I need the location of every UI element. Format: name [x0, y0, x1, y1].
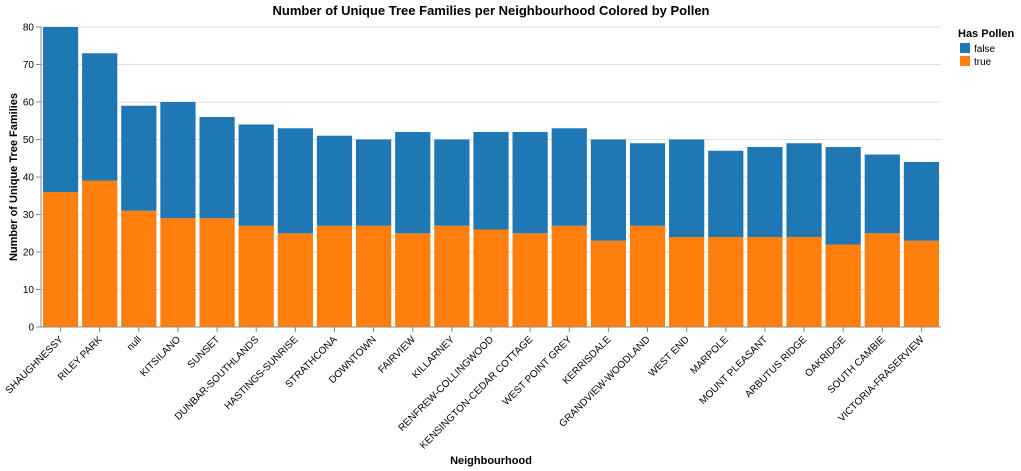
bar-false: [42, 27, 79, 192]
bar-true: [590, 240, 626, 327]
x-tick-label: WEST END: [647, 334, 692, 379]
bar-false: [434, 139, 470, 226]
bar-true: [277, 233, 313, 327]
bar-true: [473, 229, 509, 327]
bar-true: [316, 225, 353, 327]
legend-swatch-false: [960, 43, 970, 53]
x-tick-label: KITSILANO: [138, 334, 183, 379]
bar-false: [551, 128, 587, 226]
y-tick-label: 50: [23, 135, 35, 146]
bar-false: [747, 147, 783, 237]
chart-title: Number of Unique Tree Families per Neigh…: [273, 3, 710, 18]
bar-true: [903, 240, 940, 327]
bar-true: [82, 180, 118, 327]
y-tick-label: 20: [23, 248, 35, 259]
x-tick-label: SHAUGHNESSY: [4, 334, 66, 396]
x-tick-label: MOUNT PLEASANT: [698, 334, 770, 406]
bar-true: [669, 237, 705, 327]
bar-false: [786, 143, 822, 237]
bar-true: [551, 225, 587, 327]
bar-false: [160, 102, 196, 219]
bar-false: [356, 139, 392, 226]
bar-true: [512, 233, 548, 327]
legend-label-true: true: [974, 57, 992, 68]
legend-label-false: false: [974, 44, 996, 55]
y-tick-label: 80: [23, 23, 35, 34]
bar-false: [629, 143, 666, 226]
bar-true: [121, 210, 157, 327]
y-tick-label: 70: [23, 60, 35, 71]
x-tick-label: WEST POINT GREY: [501, 334, 575, 408]
bar-false: [708, 150, 744, 237]
bar-true: [356, 225, 392, 327]
bar-true: [42, 192, 79, 327]
bar-true: [238, 225, 274, 327]
x-tick-label: SUNSET: [186, 334, 222, 370]
bar-true: [629, 225, 666, 327]
bar-true: [395, 233, 431, 327]
y-tick-label: 10: [23, 285, 35, 296]
bar-false: [512, 132, 548, 234]
bars: [42, 27, 940, 327]
y-tick-label: 0: [28, 323, 34, 334]
bar-false: [669, 139, 705, 237]
bar-false: [121, 105, 157, 211]
legend: Has Pollen false true: [958, 28, 1015, 68]
bar-false: [903, 162, 940, 241]
x-tick-label: HASTINGS-SUNRISE: [223, 334, 301, 412]
bar-true: [160, 218, 196, 327]
x-tick-label: MARPOLE: [689, 334, 732, 377]
bar-true: [434, 225, 470, 327]
bar-false: [864, 154, 900, 234]
x-tick-label: FAIRVIEW: [376, 334, 418, 376]
bar-true: [199, 218, 235, 327]
bar-true: [864, 233, 900, 327]
bar-false: [238, 124, 274, 226]
bar-false: [199, 117, 235, 219]
y-tick-label: 30: [23, 210, 35, 221]
y-axis-title: Number of Unique Tree Families: [8, 93, 20, 261]
bar-false: [590, 139, 626, 241]
bar-false: [395, 132, 431, 234]
bar-true: [747, 237, 783, 327]
bar-true: [708, 237, 744, 327]
bar-false: [277, 128, 313, 234]
bar-false: [316, 135, 353, 226]
bar-true: [825, 244, 861, 327]
x-tick-label: null: [125, 334, 144, 353]
bar-true: [786, 237, 822, 327]
bar-false: [473, 132, 509, 230]
bar-false: [82, 53, 118, 181]
y-tick-label: 60: [23, 98, 35, 109]
bar-false: [825, 147, 861, 245]
legend-title: Has Pollen: [958, 28, 1015, 40]
y-tick-label: 40: [23, 173, 35, 184]
x-axis-title: Neighbourhood: [450, 455, 532, 467]
legend-swatch-true: [960, 56, 970, 66]
